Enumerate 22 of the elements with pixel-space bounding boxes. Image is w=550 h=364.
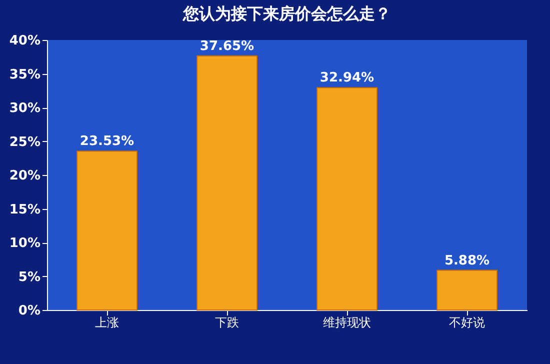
- x-tick-label: 上涨: [95, 316, 119, 330]
- bar: [76, 150, 138, 310]
- x-tick-label: 不好说: [449, 316, 485, 330]
- y-tick-label: 25%: [9, 134, 40, 150]
- x-tick-label: 维持现状: [323, 316, 371, 330]
- y-tick-label: 5%: [18, 270, 40, 285]
- bar: [196, 55, 258, 310]
- data-label: 37.65%: [200, 38, 254, 54]
- data-label: 32.94%: [320, 70, 374, 86]
- data-label: 5.88%: [444, 253, 490, 268]
- bar: [436, 270, 498, 310]
- x-tick-label: 下跌: [215, 316, 239, 330]
- y-tick-label: 40%: [9, 34, 40, 48]
- chart-title: 您认为接下来房价会怎么走？: [182, 4, 391, 23]
- data-label: 23.53%: [80, 134, 134, 150]
- bar: [316, 87, 378, 310]
- y-tick-label: 15%: [9, 202, 40, 218]
- y-tick-label: 20%: [9, 168, 40, 184]
- y-tick-label: 10%: [9, 236, 40, 251]
- y-tick-label: 35%: [9, 67, 40, 82]
- y-tick-label: 0%: [18, 304, 40, 318]
- y-tick-label: 30%: [9, 101, 40, 116]
